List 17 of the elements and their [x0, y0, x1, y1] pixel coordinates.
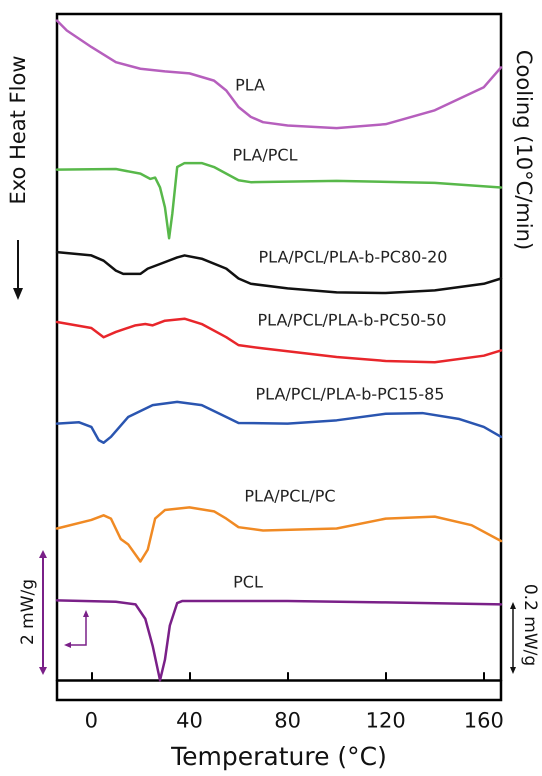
series-label: PLA/PCL/PLA-b-PC50-50 — [258, 310, 446, 330]
series-label: PCL — [233, 572, 263, 592]
series-label: PLA/PCL — [232, 146, 298, 164]
y2-axis-title: Cooling (10°C/min) — [512, 50, 536, 250]
series-label: PLA — [235, 76, 265, 94]
x-tick-label: 160 — [464, 708, 504, 732]
text: 2 mW/g — [18, 578, 38, 646]
x-tick-label: 0 — [84, 708, 98, 732]
x-tick-label: 80 — [274, 708, 301, 732]
x-tick-label: 40 — [176, 708, 203, 732]
x-tick-label: 120 — [366, 708, 406, 732]
text: 0.2 mW/g — [520, 584, 540, 666]
x-axis-title: Temperature (°C) — [170, 742, 387, 771]
series-label: PLA/PCL/PC — [244, 486, 336, 506]
series-label: PLA/PCL/PLA-b-PC80-20 — [258, 248, 448, 266]
y-axis-title: Exo Heat Flow — [6, 56, 30, 204]
series-label: PLA/PCL/PLA-b-PC15-85 — [256, 384, 444, 404]
